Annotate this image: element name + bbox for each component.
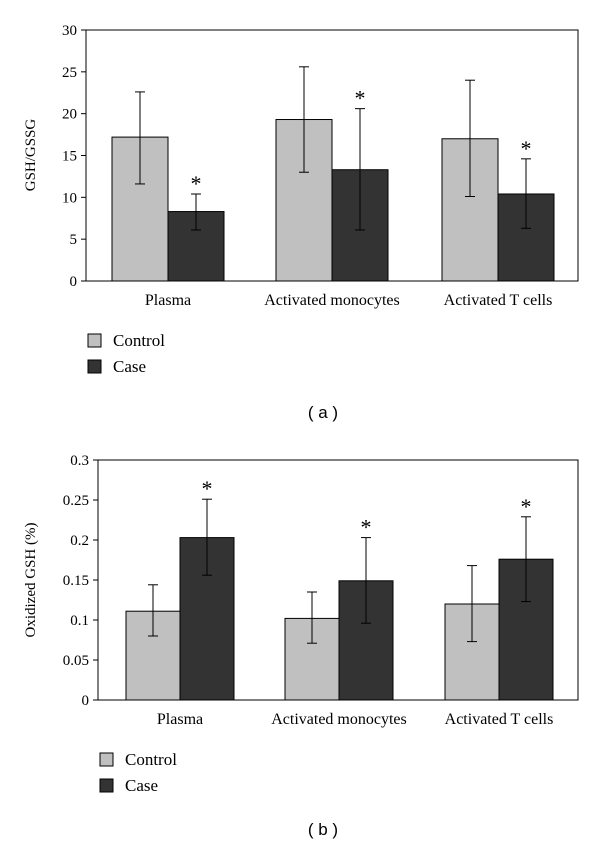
legend-label-case: Case	[113, 357, 146, 376]
legend-swatch-control	[87, 333, 102, 348]
y-tick-label: 0	[82, 693, 90, 709]
y-tick-label: 5	[70, 232, 78, 248]
chart-panel-a: 0 5 10 15 20 25 30 GSH/GSSG * Plasma * Activated mo…	[23, 23, 579, 422]
significance-star: *	[521, 494, 532, 519]
legend-label-control: Control	[113, 331, 165, 350]
y-tick-label: 0	[70, 274, 78, 290]
x-category-label: Activated monocytes	[271, 711, 407, 728]
panel-label: ( b )	[308, 820, 338, 839]
y-tick-label: 0.05	[63, 653, 89, 669]
significance-star: *	[202, 476, 213, 501]
x-category-label: Activated T cells	[445, 711, 554, 728]
x-category-label: Activated monocytes	[264, 292, 400, 309]
y-tick-label: 30	[62, 23, 77, 39]
y-axis-label: Oxidized GSH (%)	[23, 523, 39, 638]
y-tick-label: 0.1	[70, 613, 89, 629]
y-tick-label: 0.3	[70, 453, 89, 469]
y-tick-label: 20	[62, 107, 77, 123]
legend-swatch-case	[87, 359, 102, 374]
chart-panel-b: 0 0.05 0.1 0.15 0.2 0.25 0.3 Oxidized GSH (%) * P…	[23, 453, 579, 839]
y-tick-label: 15	[62, 149, 77, 165]
significance-star: *	[191, 171, 202, 196]
y-tick-label: 0.25	[63, 493, 89, 509]
legend-label-control: Control	[125, 750, 177, 769]
y-tick-label: 0.15	[63, 573, 89, 589]
legend-swatch-control	[99, 752, 114, 767]
y-tick-label: 0.2	[70, 533, 89, 549]
legend-swatch-case	[99, 778, 114, 793]
y-tick-label: 25	[62, 65, 77, 81]
y-axis-label: GSH/GSSG	[23, 119, 39, 192]
panel-label: ( a )	[308, 403, 338, 422]
significance-star: *	[355, 86, 366, 111]
x-category-label: Plasma	[145, 292, 191, 309]
x-category-label: Plasma	[157, 711, 203, 728]
y-tick-label: 10	[62, 190, 77, 206]
significance-star: *	[361, 515, 372, 540]
legend-label-case: Case	[125, 776, 158, 795]
significance-star: *	[521, 136, 532, 161]
x-category-label: Activated T cells	[444, 292, 553, 309]
